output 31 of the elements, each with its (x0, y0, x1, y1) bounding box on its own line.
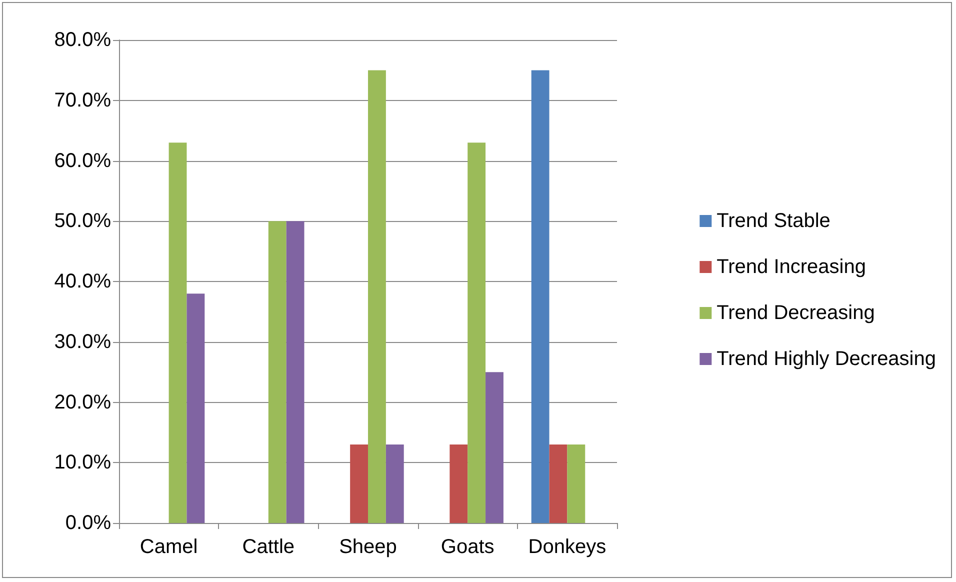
y-tick-label: 10.0% (54, 452, 112, 474)
bar (268, 221, 286, 523)
bar (186, 294, 205, 523)
bar (450, 444, 468, 523)
bar (350, 444, 368, 523)
x-tick-label: Sheep (339, 536, 397, 558)
y-tick-label: 0.0% (65, 512, 112, 534)
y-tick-label: 80.0% (54, 29, 112, 51)
y-tick-label: 50.0% (54, 210, 112, 232)
x-tick-label: Donkeys (528, 536, 606, 558)
x-tick-label: Camel (140, 536, 198, 558)
bar (486, 372, 504, 523)
y-tick-label: 20.0% (54, 391, 112, 414)
bar (286, 221, 304, 523)
legend-label: Trend Increasing (716, 256, 866, 278)
bar (368, 70, 386, 523)
x-tick-label: Cattle (242, 536, 295, 558)
y-tick-label: 30.0% (54, 330, 112, 353)
y-tick-label: 70.0% (54, 89, 112, 112)
bar (386, 444, 404, 523)
bar (549, 444, 568, 523)
bar (468, 142, 486, 523)
y-tick-label: 40.0% (54, 270, 112, 292)
x-tick-label: Goats (440, 536, 494, 558)
bar (531, 70, 550, 523)
y-tick-label: 60.0% (54, 150, 112, 172)
legend-label: Trend Stable (716, 210, 830, 232)
legend-label: Trend Highly Decreasing (716, 348, 936, 370)
legend-label: Trend Decreasing (716, 302, 875, 324)
bar (168, 142, 187, 523)
bar (567, 444, 586, 523)
